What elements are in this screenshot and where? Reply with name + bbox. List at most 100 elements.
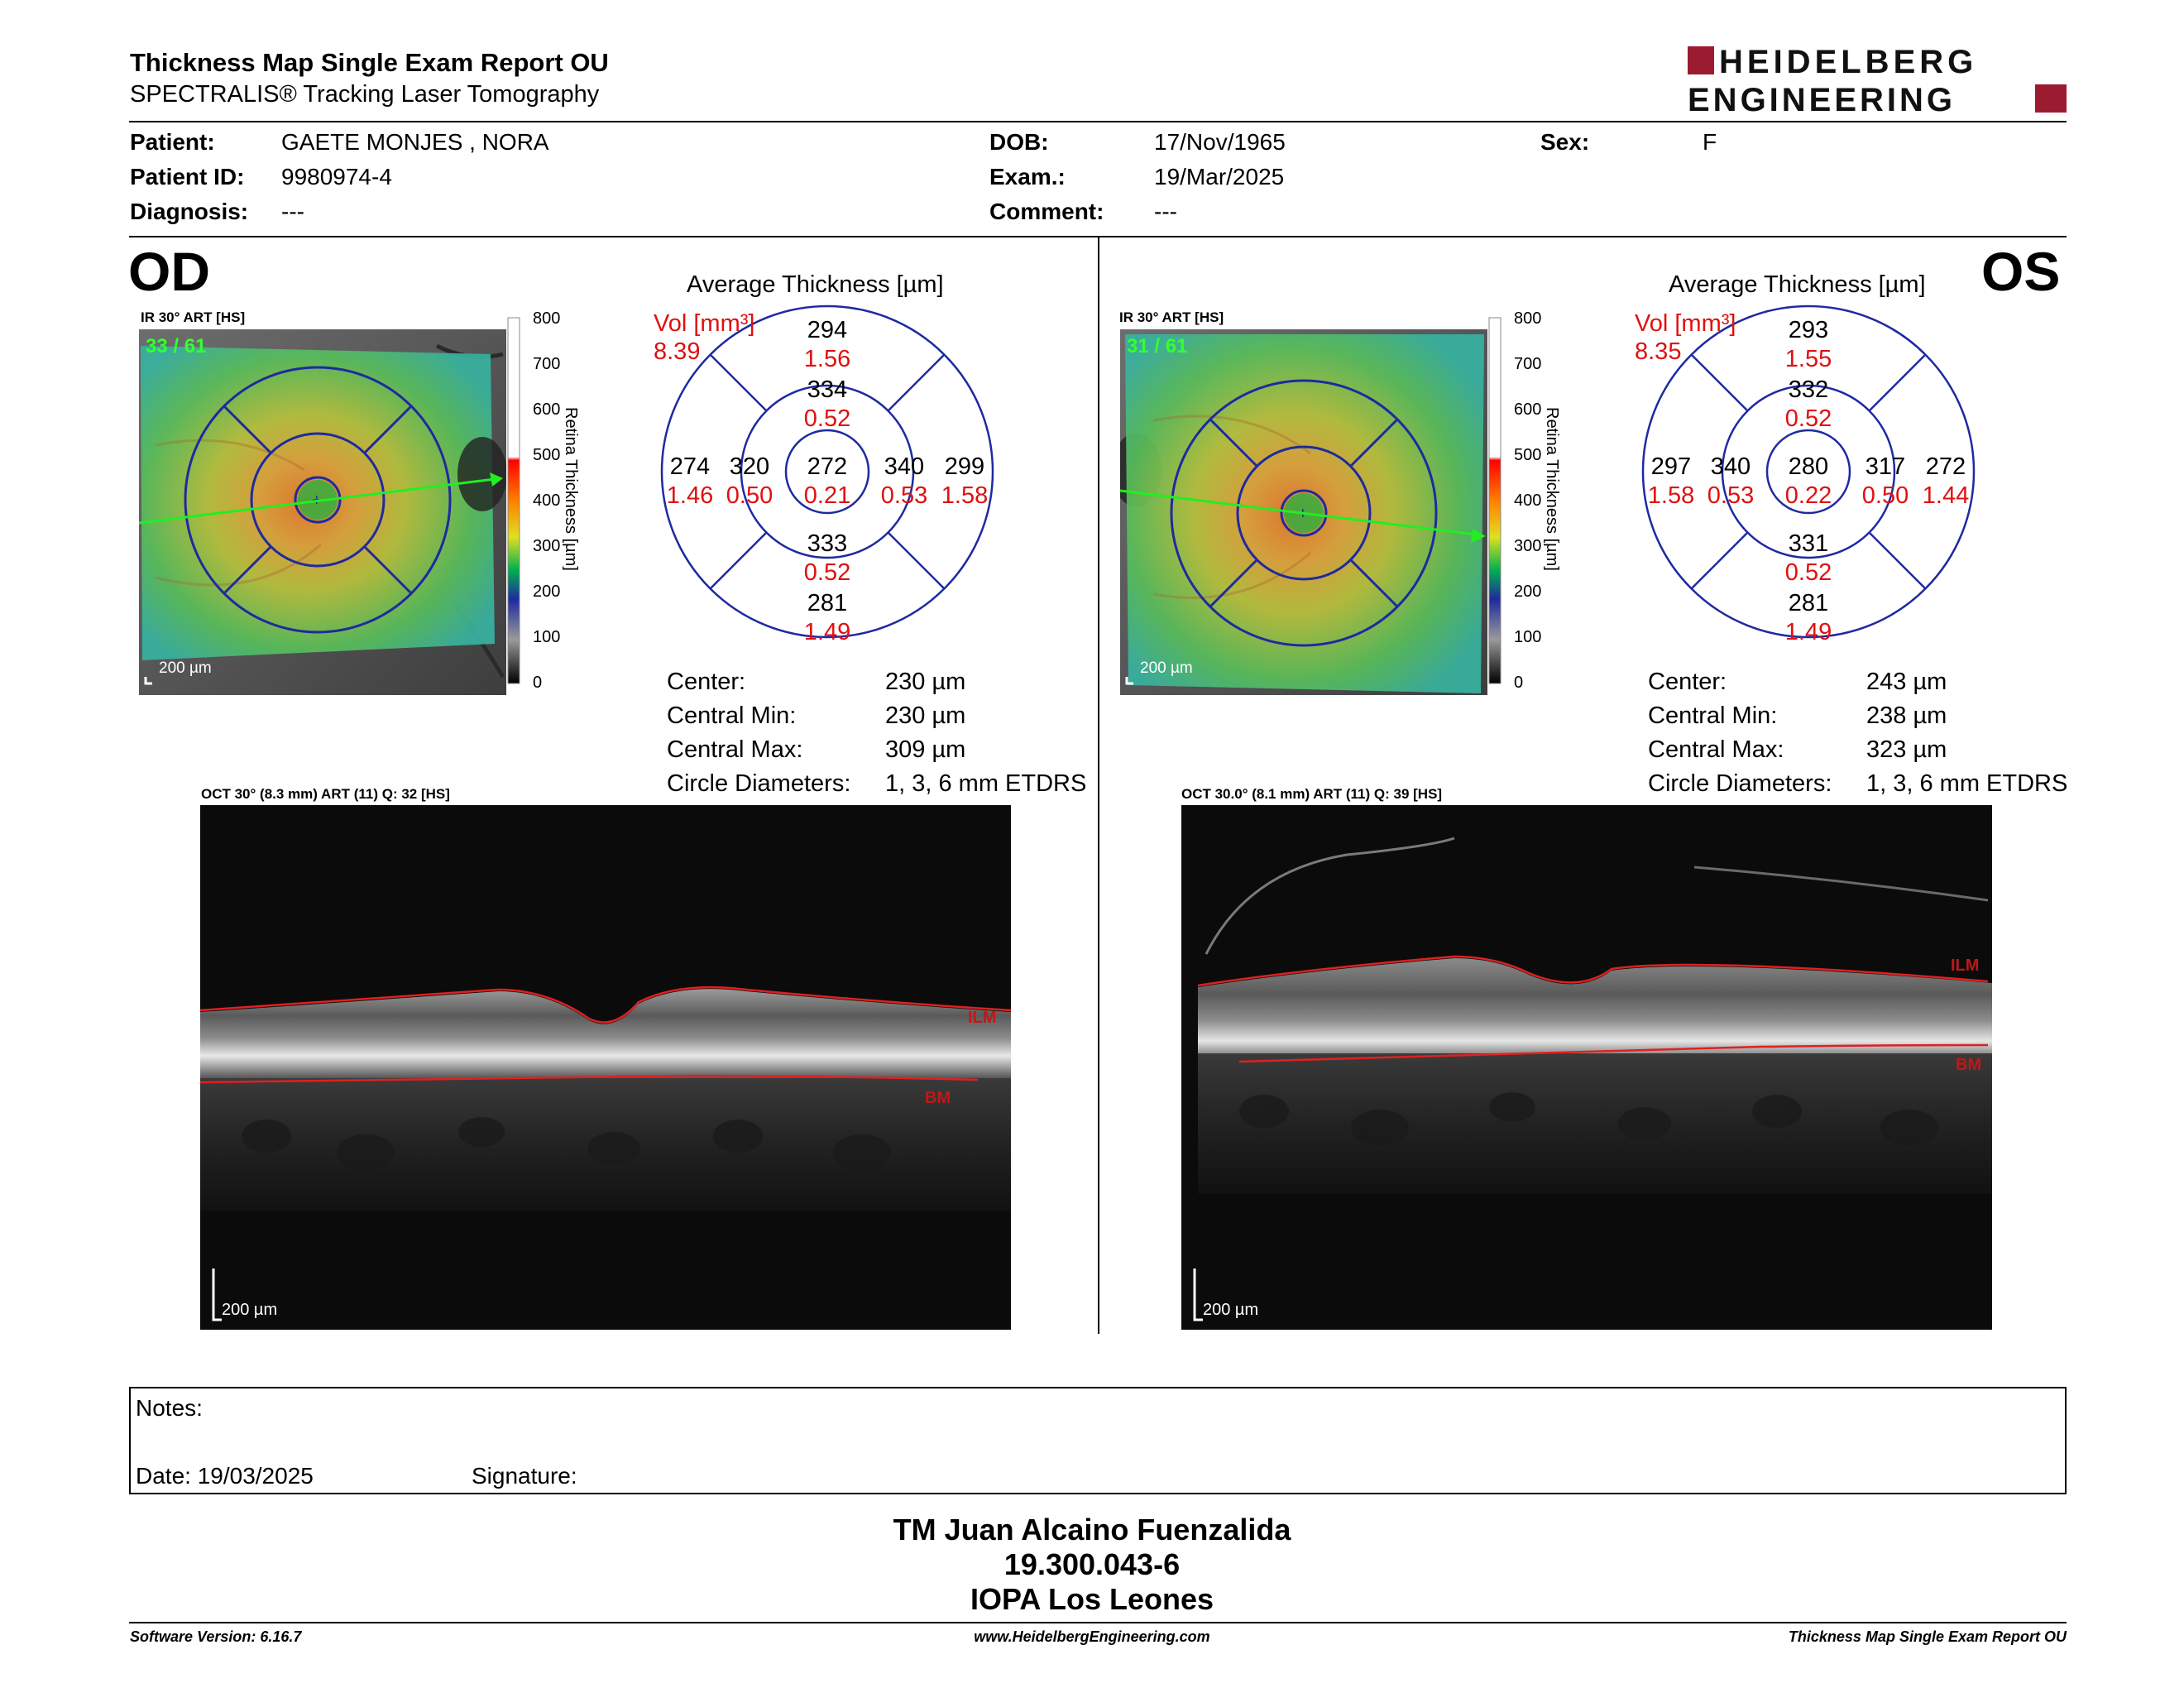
os-fundus-scale: 200 µm xyxy=(1140,659,1193,677)
od-central-max-value: 309 µm xyxy=(885,736,966,763)
od-cb-tick-700: 700 xyxy=(533,355,560,373)
od-oct-scale: 200 µm xyxy=(222,1301,277,1319)
sex-label: Sex: xyxy=(1540,129,1590,155)
signer-name: TM Juan Alcaino Fuenzalida xyxy=(893,1513,1291,1547)
exam-label: Exam.: xyxy=(989,164,1066,189)
os-outer-inferior-thickness: 281 xyxy=(1789,590,1828,616)
os-colorbar-title: Retina Thickness [µm] xyxy=(1543,407,1561,571)
os-central-min-value: 238 µm xyxy=(1866,703,1947,729)
os-cb-tick-700: 700 xyxy=(1514,355,1541,373)
os-outer-left-thickness: 297 xyxy=(1651,453,1691,480)
od-inner-inferior-thickness: 333 xyxy=(807,530,847,557)
comment-value: --- xyxy=(1154,199,1177,224)
sex-value: F xyxy=(1703,129,1717,155)
od-central-min-value: 230 µm xyxy=(885,703,966,729)
os-outer-superior-volume: 1.55 xyxy=(1785,346,1832,372)
eye-label-od: OD xyxy=(128,241,210,302)
os-inner-inferior-thickness: 331 xyxy=(1789,530,1828,557)
os-cb-tick-500: 500 xyxy=(1514,446,1541,464)
od-cb-tick-800: 800 xyxy=(533,309,560,328)
od-inner-right-volume: 0.53 xyxy=(881,482,927,509)
os-outer-superior-thickness: 293 xyxy=(1789,317,1828,343)
od-cb-tick-600: 600 xyxy=(533,400,560,419)
os-outer-left-volume: 1.58 xyxy=(1648,482,1694,509)
od-inner-left-volume: 0.50 xyxy=(726,482,773,509)
os-center-volume: 0.22 xyxy=(1785,482,1832,509)
od-etdrs-grid: 294 1.56 334 0.52 274 1.46 320 0.50 272 … xyxy=(654,305,994,645)
os-bm-line xyxy=(1238,1043,1989,1063)
od-outer-inferior-thickness: 281 xyxy=(807,590,847,616)
heidelberg-logo: HEIDELBERG ENGINEERING xyxy=(1688,45,2067,116)
od-oct-bscan: ILM BM 200 µm xyxy=(200,805,1011,1330)
os-central-max-value: 323 µm xyxy=(1866,736,1947,763)
os-cb-tick-800: 800 xyxy=(1514,309,1541,328)
od-outer-inferior-volume: 1.49 xyxy=(804,619,850,645)
os-central-min-label: Central Min: xyxy=(1648,703,1778,729)
os-vol-label: Vol [mm³] xyxy=(1635,310,1736,337)
od-inner-right-thickness: 340 xyxy=(884,453,924,480)
od-center-label: Center: xyxy=(667,669,746,695)
od-cb-tick-0: 0 xyxy=(533,674,542,688)
exam-value: 19/Mar/2025 xyxy=(1154,164,1285,189)
od-outer-superior-thickness: 294 xyxy=(807,317,847,343)
od-central-max-label: Central Max: xyxy=(667,736,803,763)
logo-square-top xyxy=(1688,46,1714,74)
od-vol-total: 8.39 xyxy=(654,338,700,365)
od-center-volume: 0.21 xyxy=(804,482,850,509)
od-avg-title: Average Thickness [µm] xyxy=(687,271,944,298)
od-outer-superior-volume: 1.56 xyxy=(804,346,850,372)
os-cb-tick-100: 100 xyxy=(1514,628,1541,646)
od-outer-right-volume: 1.58 xyxy=(941,482,988,509)
os-cb-tick-400: 400 xyxy=(1514,492,1541,510)
od-inner-inferior-volume: 0.52 xyxy=(804,559,850,586)
od-vol-label: Vol [mm³] xyxy=(654,310,754,337)
od-scan-line xyxy=(139,477,496,525)
os-oct-caption: OCT 30.0° (8.1 mm) ART (11) Q: 39 [HS] xyxy=(1181,786,1443,802)
os-cb-tick-0: 0 xyxy=(1514,674,1523,688)
signature-label: Signature: xyxy=(472,1463,577,1489)
os-cb-tick-300: 300 xyxy=(1514,537,1541,555)
signer-id: 19.300.043-6 xyxy=(1003,1547,1181,1581)
os-colorbar: 800 700 600 500 400 300 200 100 0 Retina… xyxy=(1488,309,1561,688)
od-cb-tick-200: 200 xyxy=(533,583,560,601)
od-ir-caption: IR 30° ART [HS] xyxy=(141,309,246,325)
report-title: Thickness Map Single Exam Report OU xyxy=(130,48,609,77)
report-subtitle: SPECTRALIS® Tracking Laser Tomography xyxy=(130,81,600,108)
patient-name: GAETE MONJES , NORA xyxy=(281,129,549,155)
os-center-value: 243 µm xyxy=(1866,669,1947,695)
od-outer-left-thickness: 274 xyxy=(670,453,710,480)
od-center-thickness: 272 xyxy=(807,453,847,480)
notes-label: Notes: xyxy=(136,1395,203,1421)
os-etdrs-grid: 293 1.55 332 0.52 297 1.58 340 0.53 280 … xyxy=(1635,305,1976,645)
os-oct-scale: 200 µm xyxy=(1203,1301,1258,1319)
od-frame-count: 33 / 61 xyxy=(146,335,206,357)
os-center-label: Center: xyxy=(1648,669,1727,695)
dob-value: 17/Nov/1965 xyxy=(1154,129,1286,155)
od-diameters-label: Circle Diameters: xyxy=(667,770,851,797)
od-colorbar: 800 700 600 500 400 300 200 100 0 Retina… xyxy=(507,309,580,688)
od-inner-superior-volume: 0.52 xyxy=(804,405,850,432)
patient-id-label: Patient ID: xyxy=(130,164,245,189)
os-inner-inferior-volume: 0.52 xyxy=(1785,559,1832,586)
od-cb-tick-100: 100 xyxy=(533,628,560,646)
notes-date: Date: 19/03/2025 xyxy=(136,1463,314,1489)
diagnosis-value: --- xyxy=(281,199,304,224)
od-inner-left-thickness: 320 xyxy=(730,453,769,480)
od-center-value: 230 µm xyxy=(885,669,966,695)
website-link[interactable]: www.HeidelbergEngineering.com xyxy=(974,1628,1210,1645)
os-oct-bscan: ILM BM 200 µm xyxy=(1181,805,1992,1330)
os-ir-caption: IR 30° ART [HS] xyxy=(1119,309,1224,325)
os-outer-right-thickness: 272 xyxy=(1926,453,1966,480)
os-inner-superior-thickness: 332 xyxy=(1789,376,1828,403)
patient-label: Patient: xyxy=(130,129,215,155)
os-ilm-label: ILM xyxy=(1951,957,1979,975)
os-ilm-line xyxy=(1197,955,1989,987)
od-cb-tick-400: 400 xyxy=(533,492,560,510)
os-diameters-label: Circle Diameters: xyxy=(1648,770,1832,797)
od-fundus-image: + 33 / 61 200 µm xyxy=(139,329,506,695)
od-cb-tick-500: 500 xyxy=(533,446,560,464)
od-cb-tick-300: 300 xyxy=(533,537,560,555)
footer-report-name: Thickness Map Single Exam Report OU xyxy=(1788,1628,2067,1645)
od-ilm-label: ILM xyxy=(968,1009,996,1027)
signer-org: IOPA Los Leones xyxy=(970,1582,1214,1616)
